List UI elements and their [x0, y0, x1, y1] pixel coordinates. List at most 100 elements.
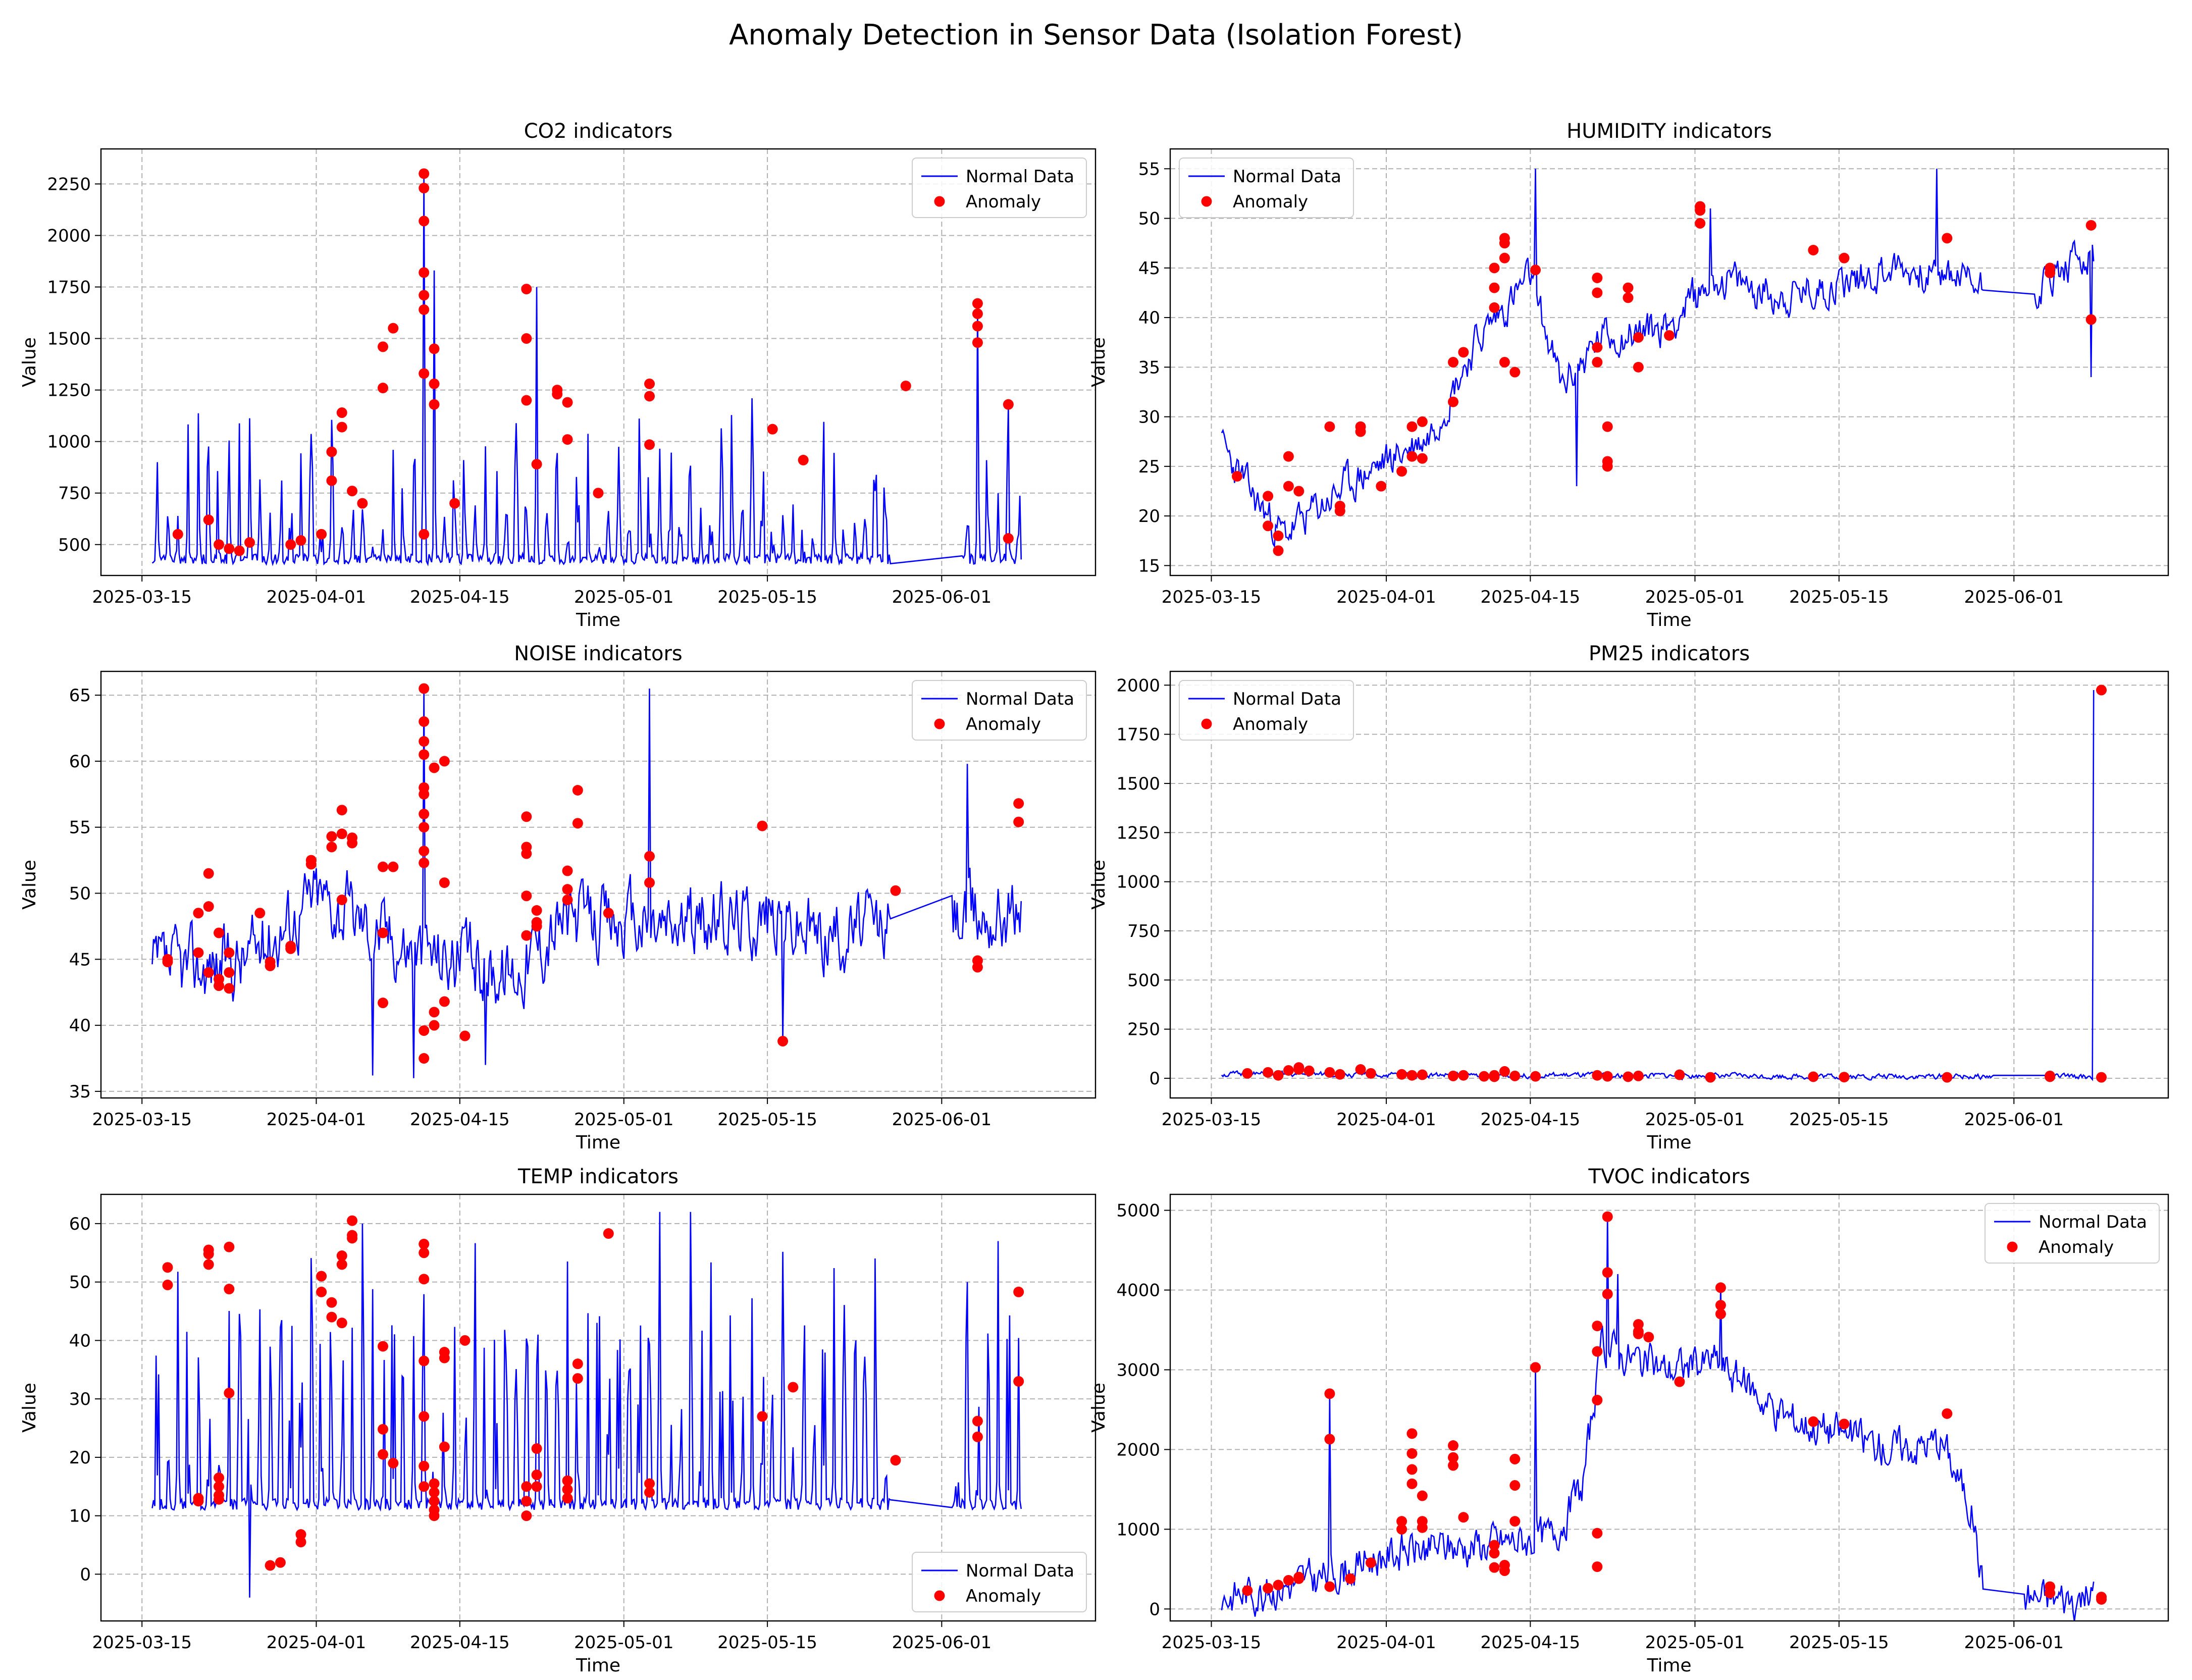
anomaly-point [1499, 252, 1510, 264]
anomaly-point [326, 1297, 337, 1308]
legend: Normal Data Anomaly [912, 158, 1087, 218]
anomaly-point [1715, 1282, 1726, 1293]
anomaly-point [1231, 470, 1242, 482]
x-tick-label: 2025-06-01 [1964, 1633, 2064, 1653]
anomaly-point [378, 341, 389, 352]
anomaly-point [1592, 1321, 1603, 1332]
x-tick-label: 2025-05-01 [574, 587, 674, 607]
anomaly-point [1406, 1070, 1418, 1081]
legend-box [912, 158, 1087, 218]
legend: Normal Data Anomaly [912, 680, 1087, 741]
anomaly-point [429, 343, 440, 354]
anomaly-point [1013, 1376, 1024, 1387]
anomaly-point [972, 308, 983, 320]
anomaly-point [429, 378, 440, 389]
anomaly-point [203, 514, 214, 526]
x-tick-label: 2025-06-01 [1964, 1110, 2064, 1130]
anomaly-point [1447, 396, 1458, 407]
legend-box [1179, 680, 1354, 741]
anomaly-point [347, 1215, 358, 1226]
anomaly-point [1406, 1478, 1418, 1489]
anomaly-point [429, 399, 440, 410]
anomaly-point [1273, 545, 1284, 556]
anomaly-point [1623, 1071, 1634, 1082]
anomaly-point [1273, 1070, 1284, 1081]
anomaly-point [1695, 205, 1706, 216]
y-tick-label: 25 [1138, 457, 1160, 477]
legend-box [912, 680, 1087, 741]
anomaly-point [224, 983, 235, 994]
legend-label-anomaly: Anomaly [1233, 192, 1308, 212]
y-tick-label: 45 [69, 950, 91, 970]
x-tick-label: 2025-04-15 [1481, 1110, 1581, 1130]
anomaly-point [1406, 1448, 1418, 1459]
anomaly-point [193, 947, 204, 958]
anomaly-point [777, 1036, 789, 1047]
anomaly-point [316, 1271, 327, 1282]
anomaly-point [1303, 1065, 1315, 1076]
anomaly-point [1592, 1528, 1603, 1539]
anomaly-point [521, 395, 532, 406]
anomaly-point [388, 323, 399, 334]
anomaly-point [572, 818, 583, 829]
y-axis-label: Value [1088, 337, 1109, 387]
anomaly-point [419, 1247, 430, 1258]
anomaly-point [562, 865, 573, 876]
anomaly-point [531, 905, 542, 916]
anomaly-point [1293, 486, 1304, 497]
legend-marker-anomaly [934, 1590, 945, 1601]
anomaly-point [562, 1484, 573, 1495]
axes-frame [100, 1193, 1097, 1622]
anomaly-point [326, 842, 337, 853]
anomaly-point [2045, 1071, 2056, 1082]
anomaly-point [562, 1475, 573, 1486]
anomaly-point [162, 957, 173, 968]
anomaly-point [521, 284, 532, 295]
y-tick-label: 55 [1138, 159, 1160, 179]
anomaly-point [1263, 491, 1274, 502]
anomaly-point [419, 789, 430, 800]
subplot-tvoc: TVOC indicators 2025-03-15 2025-04-01 2025-… [1088, 1165, 2169, 1676]
anomaly-point [1293, 1571, 1304, 1583]
x-tick-label: 2025-04-01 [1336, 1110, 1436, 1130]
anomaly-point [326, 1311, 337, 1323]
anomaly-point [1715, 1300, 1726, 1311]
anomaly-point [644, 391, 655, 402]
x-tick-label: 2025-03-15 [1162, 1633, 1262, 1653]
x-tick-label: 2025-04-01 [267, 587, 367, 607]
anomaly-point [419, 1481, 430, 1492]
x-tick-label: 2025-06-01 [892, 587, 992, 607]
subplot-noise: NOISE indicators 2025-03-15 2025-04-01 2025… [19, 642, 1097, 1153]
y-tick-label: 50 [69, 884, 91, 904]
anomaly-point [1458, 347, 1469, 358]
anomaly-point [1417, 1069, 1428, 1080]
anomaly-point [1396, 466, 1407, 477]
y-tick-label: 1000 [1116, 872, 1160, 892]
anomaly-point [1273, 530, 1284, 541]
anomaly-point [1633, 1326, 1644, 1337]
anomaly-point [562, 397, 573, 408]
anomaly-point [2045, 268, 2056, 279]
anomaly-point [459, 1335, 471, 1346]
anomaly-point [336, 828, 347, 839]
anomaly-point [757, 1411, 768, 1422]
anomaly-point [336, 805, 347, 816]
x-tick-label: 2025-04-15 [410, 1633, 510, 1653]
anomaly-point [1417, 453, 1428, 464]
anomaly-point [562, 895, 573, 906]
anomaly-point [336, 895, 347, 906]
anomaly-point [224, 947, 235, 958]
y-tick-label: 2000 [1116, 1440, 1160, 1460]
anomaly-point [316, 1286, 327, 1297]
anomaly-point [1592, 1070, 1603, 1081]
legend-marker-anomaly [934, 718, 945, 729]
anomaly-point [459, 1030, 471, 1041]
legend-label-anomaly: Anomaly [2039, 1237, 2114, 1257]
axes-frame [1169, 1193, 2169, 1622]
anomaly-point [1839, 252, 1850, 264]
anomaly-point [224, 967, 235, 978]
anomaly-point [1365, 1557, 1376, 1568]
anomaly-point [1324, 421, 1335, 432]
x-axis-label: Time [1646, 610, 1691, 631]
anomaly-point [1942, 1072, 1953, 1083]
